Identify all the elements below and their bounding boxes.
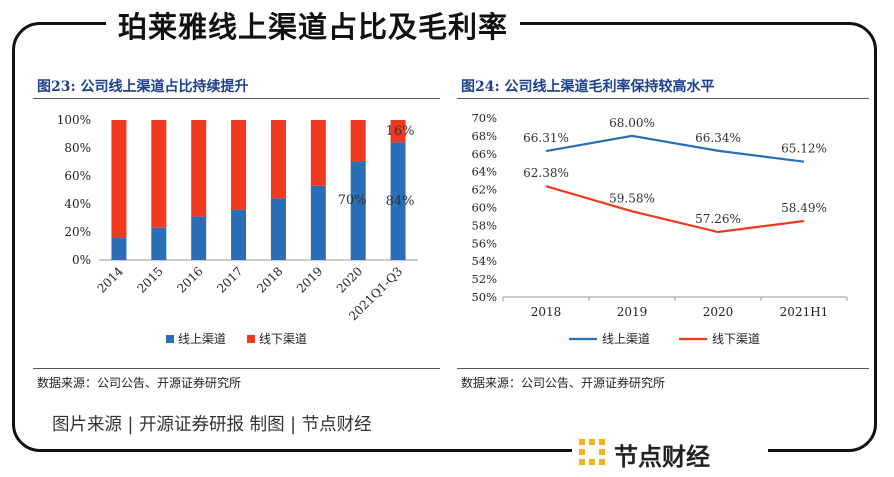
fig24-bottom-rule <box>457 368 869 369</box>
brand-mark-icon <box>579 439 605 465</box>
legend-label-online: 线上渠道 <box>602 332 650 346</box>
fig23-bottom-rule <box>33 368 440 369</box>
line-offline <box>545 185 805 234</box>
bar-chart: 0% 20% 40% 60% 80% 100% 2014 2015 2016 2017 2018 20… <box>57 113 418 346</box>
fig23-title: 图23: 公司线上渠道占比持续提升 <box>37 79 249 95</box>
bar-online <box>151 227 167 260</box>
legend-swatch-offline <box>247 335 255 343</box>
y-tick-label: 68% <box>471 129 497 143</box>
fig24-top-rule <box>457 98 869 99</box>
bar-online <box>350 162 366 260</box>
fig23-source: 数据来源：公司公告、开源证券研究所 <box>37 376 242 390</box>
fig24-title: 图24: 公司线上渠道毛利率保持较高水平 <box>461 79 715 95</box>
x-tick-label: 2020 <box>334 264 365 295</box>
data-label: 70% <box>338 193 367 208</box>
data-label: 68.00% <box>609 116 655 130</box>
fig23-top-rule <box>33 98 440 99</box>
bar-online <box>231 209 247 260</box>
y-tick-label: 20% <box>64 225 91 239</box>
bar-online <box>270 198 286 260</box>
x-tick-label: 2020 <box>703 305 734 319</box>
data-label: 66.31% <box>523 131 569 145</box>
bar-offline <box>151 120 167 228</box>
x-tick-label: 2018 <box>531 305 562 319</box>
y-tick-label: 62% <box>471 183 497 197</box>
legend-label-offline: 线下渠道 <box>259 332 307 346</box>
x-tick-label: 2014 <box>95 264 127 296</box>
legend-label-offline: 线下渠道 <box>712 332 760 346</box>
data-label: 59.58% <box>609 191 655 205</box>
y-tick-label: 80% <box>64 141 91 155</box>
x-tick-label: 2019 <box>294 264 325 295</box>
image-credit: 图片来源 | 开源证券研报 制图 | 节点财经 <box>52 415 372 435</box>
x-tick-label: 2015 <box>134 264 165 295</box>
bar-offline <box>111 120 127 238</box>
brand-logo: 节点财经 <box>572 434 768 471</box>
bar-offline <box>191 120 207 217</box>
line-online <box>545 134 805 163</box>
legend-label-online: 线上渠道 <box>178 332 226 346</box>
data-label: 65.12% <box>781 142 827 156</box>
y-tick-label: 54% <box>471 254 497 268</box>
bar-online <box>191 216 207 260</box>
bar-online <box>390 142 406 260</box>
line-chart: 50% 52% 54% 56% 58% 60% 62% 64% 66% 68% 70% 2018 201… <box>471 111 848 346</box>
y-tick-label: 52% <box>471 272 497 286</box>
data-label: 16% <box>386 124 415 139</box>
x-tick-label: 2019 <box>617 305 648 319</box>
y-tick-label: 0% <box>72 253 91 267</box>
data-label: 62.38% <box>523 166 569 180</box>
x-tick-label: 2017 <box>214 264 245 295</box>
data-label: 66.34% <box>695 131 741 145</box>
y-tick-label: 60% <box>471 201 497 215</box>
bar-offline <box>270 120 286 199</box>
y-tick-label: 70% <box>471 111 497 125</box>
bar-offline <box>390 120 406 143</box>
page-title: 珀莱雅线上渠道占比及毛利率 <box>106 4 521 46</box>
y-tick-label: 58% <box>471 218 497 232</box>
x-tick-label: 2016 <box>174 264 205 295</box>
bar-online <box>310 185 326 260</box>
y-tick-label: 40% <box>64 197 91 211</box>
data-label: 58.49% <box>781 201 827 215</box>
y-tick-label: 50% <box>471 290 497 304</box>
bar-offline <box>231 120 247 210</box>
data-label: 84% <box>386 194 415 209</box>
y-tick-label: 56% <box>471 236 497 250</box>
x-tick-label: 2021H1 <box>780 305 829 319</box>
y-tick-label: 66% <box>471 147 497 161</box>
y-tick-label: 100% <box>57 113 91 127</box>
data-label: 57.26% <box>695 212 741 226</box>
legend-swatch-online <box>166 335 174 343</box>
bar-offline <box>350 120 366 162</box>
x-tick-label: 2018 <box>254 264 285 295</box>
brand-name: 节点财经 <box>614 443 710 471</box>
fig24-source: 数据来源：公司公告、开源证券研究所 <box>461 376 666 390</box>
y-tick-label: 60% <box>64 169 91 183</box>
y-tick-label: 64% <box>471 165 497 179</box>
bar-online <box>111 237 127 260</box>
bar-offline <box>310 120 326 186</box>
